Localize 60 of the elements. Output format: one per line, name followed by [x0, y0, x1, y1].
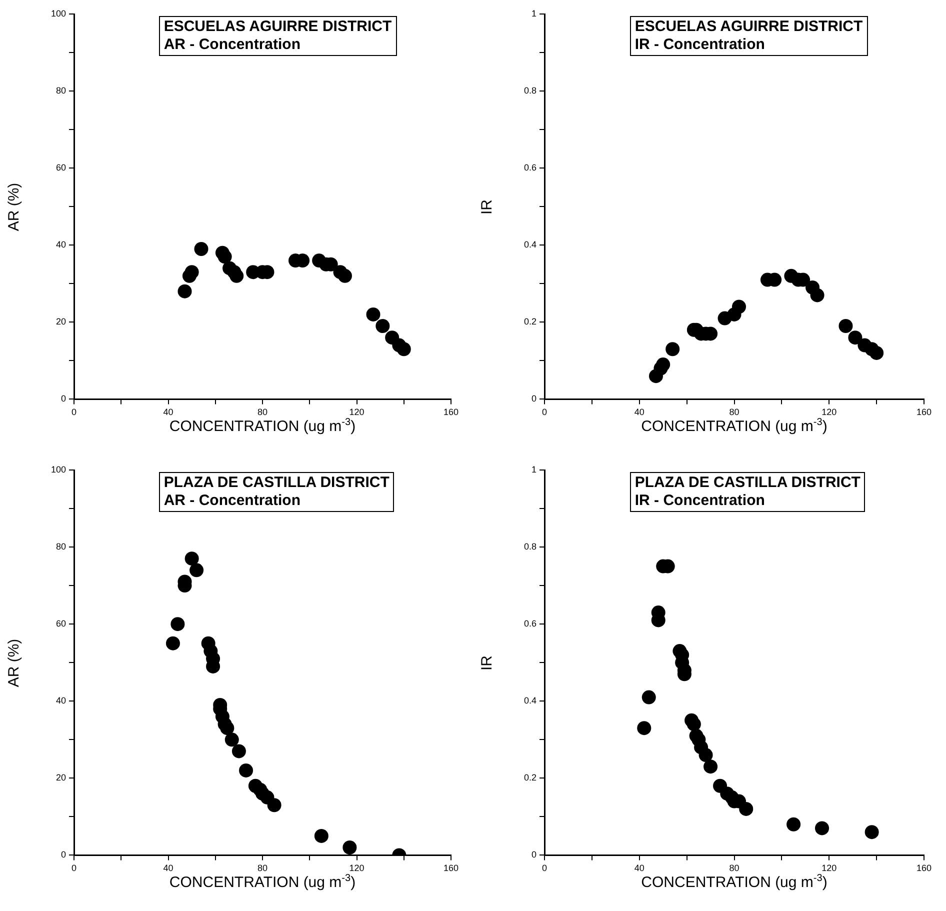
- y-axis-title: IR: [478, 199, 496, 214]
- y-tick-label: 20: [56, 772, 66, 783]
- x-tick-label: 0: [542, 407, 548, 418]
- x-tick-label: 80: [729, 863, 740, 874]
- x-tick-label: 40: [163, 863, 174, 874]
- y-tick-label: 0.6: [524, 162, 537, 173]
- x-tick-label: 40: [634, 407, 644, 418]
- text: IR - Concentration: [634, 36, 766, 54]
- x-tick-label: 0: [542, 863, 548, 874]
- x-tick-label: 0: [72, 407, 77, 418]
- y-axis-title: AR (%): [6, 182, 22, 231]
- y-tick-label: 60: [56, 618, 66, 629]
- x-tick-label: 80: [729, 407, 740, 418]
- y-tick-label: 20: [56, 316, 66, 327]
- y-tick-label: 0: [531, 850, 537, 860]
- chart-title: PLAZA DE CASTILLA DISTRICT: [164, 474, 390, 492]
- y-tick-label: 80: [56, 542, 66, 552]
- x-tick-label: 120: [349, 407, 364, 418]
- y-tick-label: 40: [56, 240, 66, 250]
- y-tick-label: 0.2: [524, 316, 537, 327]
- chart-title: ESCUELAS AGUIRRE DISTRICT: [164, 18, 392, 36]
- x-tick-label: 160: [916, 863, 932, 874]
- y-tick-label: 80: [56, 86, 66, 96]
- y-axis-title: AR (%): [6, 638, 22, 687]
- x-tick-label: 0: [72, 863, 77, 874]
- y-tick-label: 0: [531, 394, 537, 404]
- y-tick-label: 0: [61, 394, 66, 404]
- x-tick-label: 160: [916, 407, 932, 418]
- y-tick-label: 0.8: [524, 86, 537, 96]
- y-tick-label: 100: [50, 8, 66, 18]
- x-tick-label: 160: [443, 407, 459, 418]
- y-tick-label: 60: [56, 162, 66, 173]
- x-tick-label: 80: [258, 407, 268, 418]
- y-tick-label: 1: [531, 464, 537, 474]
- y-tick-label: 0.4: [524, 696, 537, 706]
- y-axis-title: IR: [478, 655, 496, 670]
- x-tick-label: 120: [822, 863, 837, 874]
- y-tick-label: 100: [50, 464, 66, 474]
- y-tick-label: 0.4: [524, 240, 537, 250]
- y-tick-label: 0: [61, 850, 66, 860]
- x-axis-title: CONCENTRATION (ug m$^{-3}$): [169, 417, 356, 436]
- x-tick-label: 120: [349, 863, 364, 874]
- x-tick-label: 80: [258, 863, 268, 874]
- y-tick-label: 1: [531, 8, 537, 18]
- y-tick-label: 0.6: [524, 618, 537, 629]
- y-tick-label: 40: [56, 696, 66, 706]
- x-axis-title: CONCENTRATION (ug m$^{-3}$): [169, 873, 356, 892]
- x-tick-label: 120: [822, 407, 837, 418]
- x-axis-title: CONCENTRATION (ug m$^{-3}$): [641, 417, 828, 436]
- x-tick-label: 40: [163, 407, 174, 418]
- chart-title: ESCUELAS AGUIRRE DISTRICT: [634, 18, 863, 36]
- y-tick-label: 0.2: [524, 772, 537, 783]
- text: IR - Concentration: [634, 492, 766, 510]
- x-axis-title: CONCENTRATION (ug m$^{-3}$): [641, 873, 828, 892]
- text: AR - Concentration: [164, 36, 302, 54]
- x-tick-label: 40: [634, 863, 644, 874]
- text: AR - Concentration: [164, 492, 302, 510]
- chart-title: PLAZA DE CASTILLA DISTRICT: [634, 474, 860, 492]
- x-tick-label: 160: [443, 863, 459, 874]
- y-tick-label: 0.8: [524, 542, 537, 552]
